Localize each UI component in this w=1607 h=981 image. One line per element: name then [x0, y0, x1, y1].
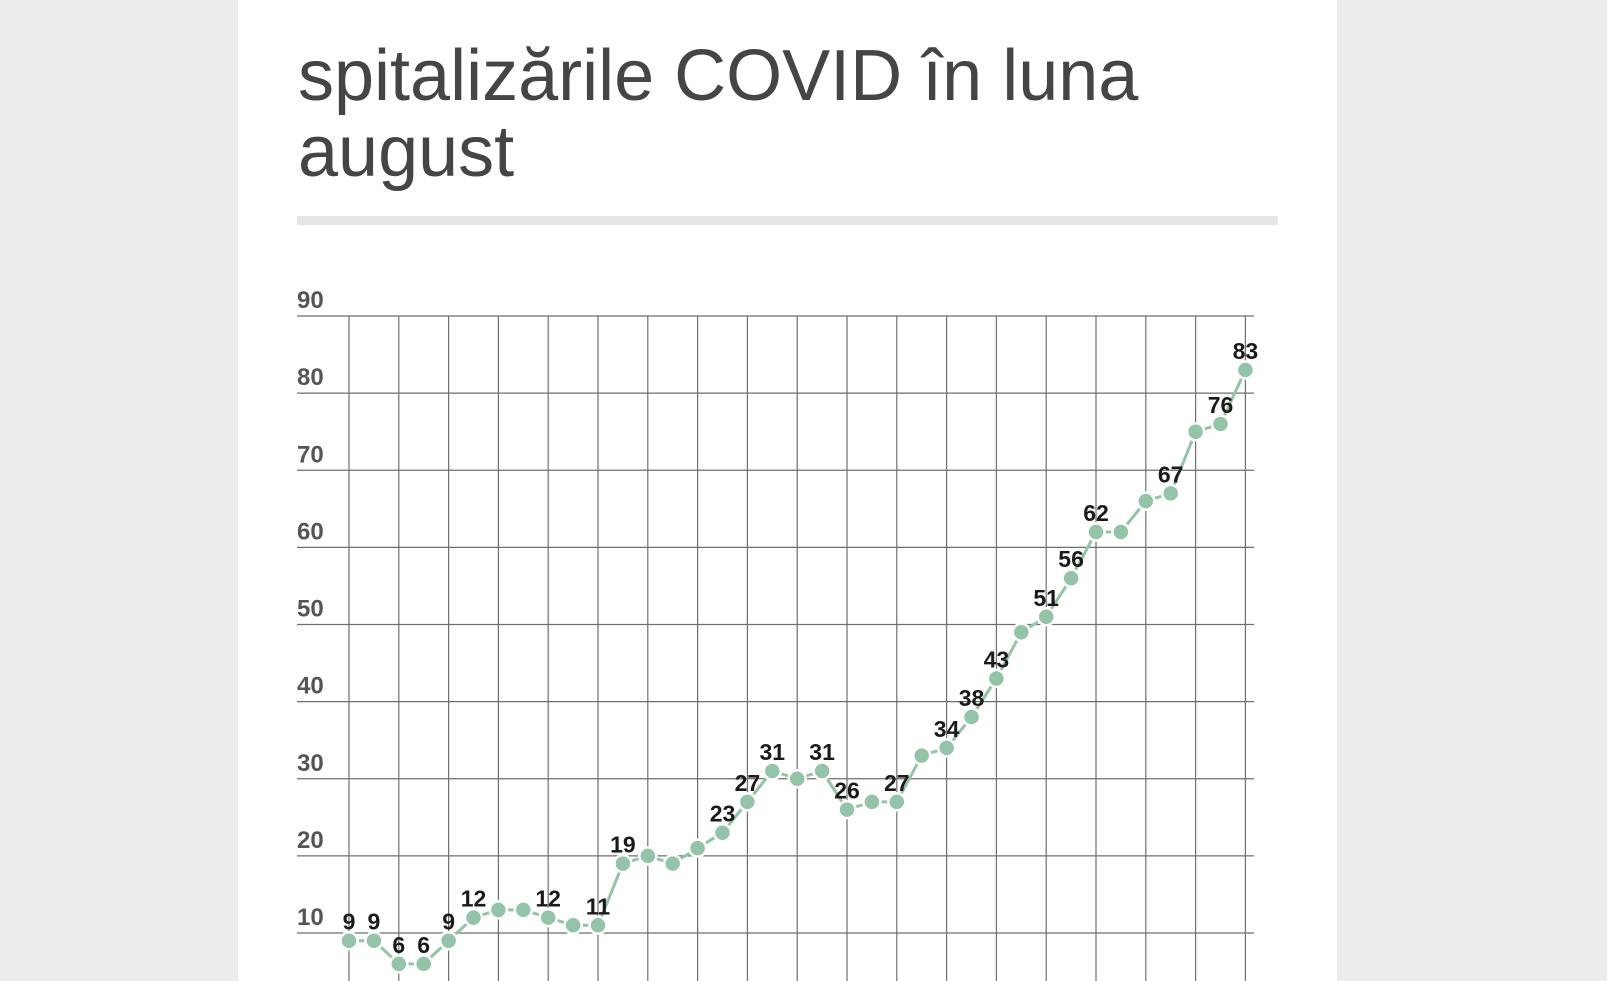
data-point: [563, 915, 583, 936]
data-point: [463, 907, 484, 928]
y-tick-label: 40: [297, 673, 324, 700]
data-point: [1111, 522, 1131, 542]
data-point: [389, 954, 409, 974]
data-point: [513, 900, 534, 920]
data-point: [538, 907, 558, 928]
data-point: [862, 792, 882, 812]
data-label: 38: [959, 685, 985, 711]
data-point: [687, 838, 708, 858]
data-point: [1160, 483, 1181, 504]
data-points: [339, 360, 1256, 974]
data-point: [887, 792, 907, 812]
data-point: [1185, 421, 1206, 442]
data-point: [1011, 622, 1032, 642]
data-label: 12: [461, 886, 487, 912]
data-point: [911, 745, 932, 766]
data-label: 11: [586, 893, 611, 919]
data-label: 67: [1158, 461, 1184, 487]
data-label: 62: [1083, 500, 1109, 526]
data-point: [662, 853, 683, 874]
data-point: [364, 930, 384, 951]
grid: [297, 315, 1254, 981]
data-label: 76: [1208, 392, 1234, 418]
data-point: [762, 761, 783, 781]
data-point: [837, 799, 857, 820]
data-point: [638, 846, 658, 866]
data-label: 51: [1033, 585, 1059, 611]
data-point: [1036, 607, 1056, 627]
data-label: 19: [610, 832, 636, 858]
data-label: 31: [809, 739, 835, 765]
data-point: [588, 915, 608, 936]
y-tick-label: 10: [297, 904, 324, 931]
data-point: [438, 930, 459, 951]
data-label: 56: [1058, 546, 1084, 572]
data-label: 9: [442, 909, 455, 935]
data-label: 6: [392, 932, 405, 958]
data-point: [961, 707, 982, 727]
data-point: [1235, 360, 1256, 380]
data-point: [986, 668, 1007, 689]
data-point: [1210, 414, 1231, 434]
chart-title: spitalizările COVID în luna august: [298, 36, 1139, 192]
data-point: [737, 792, 758, 812]
data-label: 43: [984, 646, 1010, 672]
title-divider: [297, 216, 1278, 225]
data-point: [712, 822, 733, 843]
data-label: 26: [834, 778, 860, 804]
data-label: 9: [343, 909, 356, 935]
data-point: [1086, 522, 1106, 542]
data-label: 34: [934, 716, 960, 742]
y-tick-label: 90: [297, 287, 324, 314]
y-tick-label: 60: [297, 518, 324, 545]
data-label: 9: [368, 909, 381, 935]
data-point: [812, 761, 832, 781]
data-label: 83: [1233, 338, 1259, 364]
data-point: [613, 853, 633, 874]
y-tick-label: 20: [297, 827, 324, 854]
data-point: [787, 769, 807, 789]
data-label: 27: [735, 770, 761, 796]
data-point: [488, 900, 509, 920]
y-axis-ticks: 10 20 30 40 50 60 70 80 90: [297, 287, 324, 931]
data-label: 6: [417, 932, 430, 958]
data-label: 27: [884, 770, 910, 796]
y-tick-label: 70: [297, 441, 324, 468]
y-tick-label: 30: [297, 750, 324, 777]
data-point: [413, 954, 434, 974]
data-point: [936, 738, 957, 758]
data-point: [339, 930, 359, 951]
y-tick-label: 50: [297, 596, 324, 623]
data-label: 31: [760, 739, 786, 765]
y-tick-label: 80: [297, 364, 324, 391]
data-point: [1061, 568, 1081, 588]
data-label: 23: [710, 801, 736, 827]
data-point: [1136, 491, 1156, 511]
data-label: 12: [535, 886, 561, 912]
